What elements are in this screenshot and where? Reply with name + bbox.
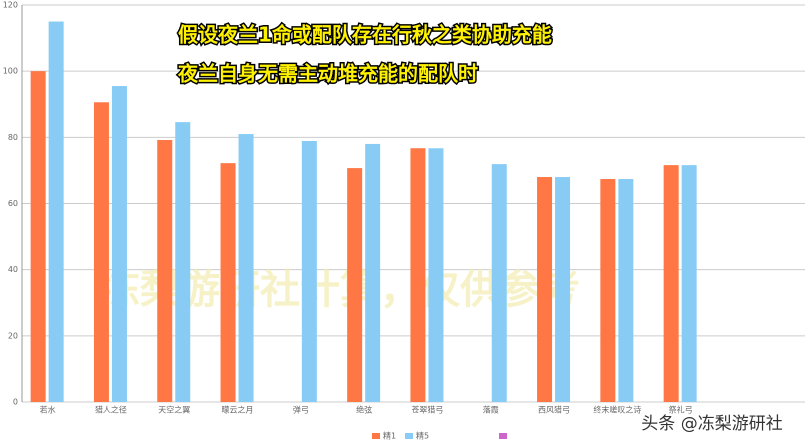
legend-swatch: [372, 433, 380, 439]
x-tick-label: 曚云之月: [222, 405, 254, 415]
x-tick-label: 天空之翼: [158, 405, 190, 415]
footer: 头条 @冻梨游研社: [641, 414, 782, 434]
bar: [365, 143, 381, 402]
bar: [30, 71, 46, 403]
bar: [663, 165, 679, 402]
y-tick-label: 40: [8, 265, 18, 274]
x-tick-label: 终末嗟叹之诗: [593, 405, 641, 415]
bar: [301, 140, 317, 402]
bar: [157, 139, 173, 403]
bar: [618, 179, 634, 402]
x-tick-label: 西风猎弓: [538, 405, 570, 415]
legend-swatch: [499, 433, 507, 439]
y-tick-label: 80: [8, 133, 18, 142]
legend-swatch: [405, 433, 413, 439]
footer-bg: [618, 408, 808, 443]
y-tick-label: 60: [8, 199, 18, 208]
bar: [555, 177, 571, 402]
y-tick-label: 20: [8, 331, 18, 340]
y-tick-label: 0: [13, 398, 18, 407]
bar: [491, 164, 507, 402]
legend-label: 精5: [416, 431, 429, 441]
bar: [220, 163, 236, 402]
bar: [238, 134, 254, 402]
bar: [428, 148, 444, 402]
bar: [175, 122, 191, 403]
y-tick-label: 100: [3, 67, 18, 76]
bar: [410, 148, 426, 402]
annotation: 假设夜兰1命或配队存在行秋之类协助充能: [178, 23, 552, 47]
bar: [347, 168, 363, 402]
bar: [48, 21, 64, 403]
bar: [93, 102, 109, 402]
x-tick-label: 绝弦: [356, 405, 372, 415]
bar: [111, 86, 127, 402]
y-tick-label: 120: [3, 1, 18, 10]
x-tick-label: 苍翠猎弓: [411, 405, 443, 415]
bar: [537, 177, 553, 402]
x-tick-label: 弹弓: [293, 405, 309, 415]
annotation: 夜兰自身无需主动堆充能的配队时: [177, 62, 478, 86]
x-tick-label: 祭礼弓: [669, 405, 693, 415]
x-tick-label: 若水: [40, 405, 56, 415]
legend-label: 精1: [383, 431, 396, 441]
x-tick-label: 落霞: [483, 405, 499, 415]
x-tick-label: 猎人之径: [95, 405, 127, 415]
bar: [600, 179, 616, 402]
bar: [681, 165, 697, 402]
